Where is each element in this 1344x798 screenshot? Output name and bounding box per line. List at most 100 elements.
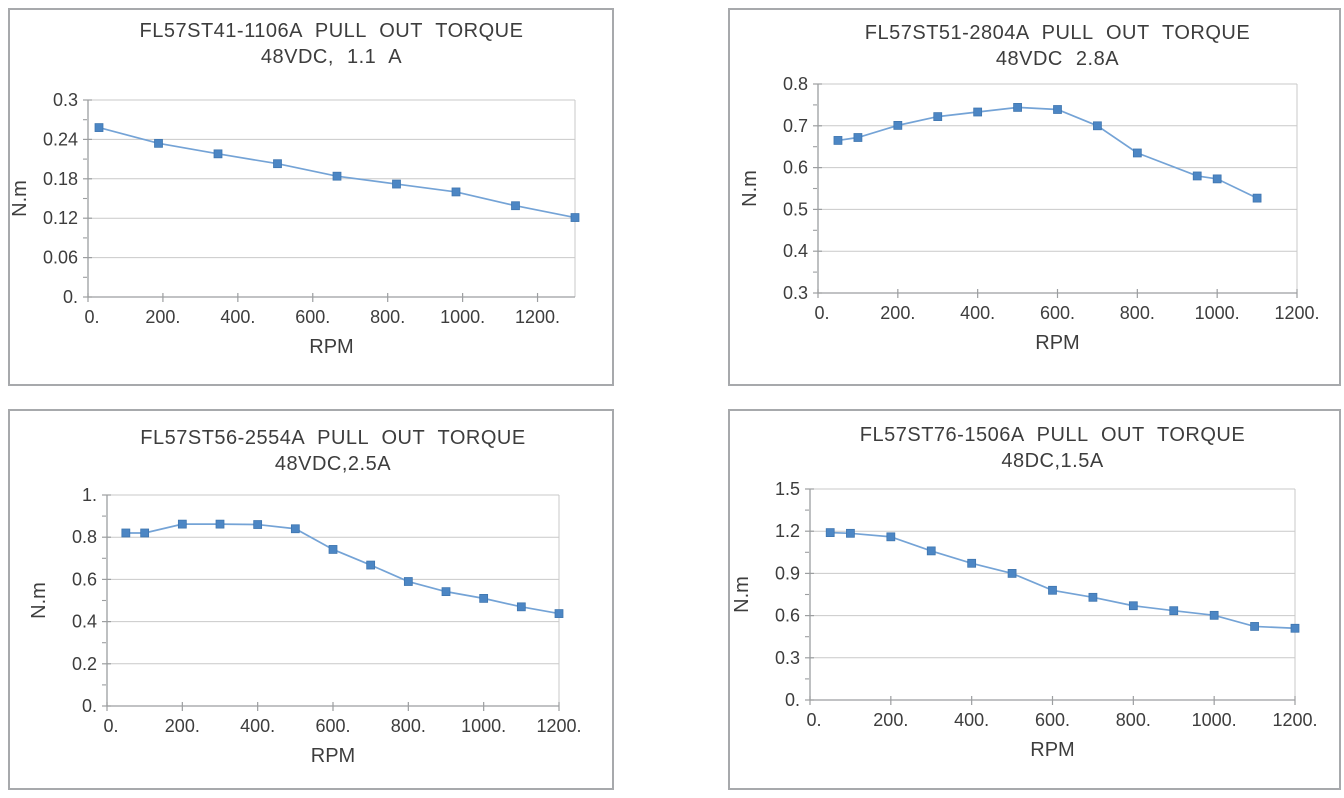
torque-series-line — [830, 531, 1296, 630]
chart-title-line1: FL57ST51-2804A PULL OUT TORQUE — [865, 22, 1250, 44]
y-tick-label: 0.3 — [783, 283, 808, 303]
data-point-marker — [328, 545, 338, 554]
data-point-marker — [893, 121, 903, 130]
y-tick-label: 0.6 — [775, 606, 800, 626]
data-point-marker — [1013, 103, 1022, 112]
chart-panel-fl57st56: 0. 200. 400. 600. 800. 1000. 1200. 0. 0.2 0.4 0.6 0… — [8, 409, 614, 790]
y-tick-label: 1.5 — [775, 479, 800, 499]
chart-fl57st51-pull-out-torque: 0. 200. 400. 600. 800. 1000. 1200. 0.3 0.4 0.5 0.6… — [739, 22, 1320, 354]
x-tick-label: 1200. — [1272, 710, 1317, 730]
x-tick-label: 1000. — [1192, 710, 1237, 730]
data-point-marker — [973, 107, 983, 117]
data-point-marker — [511, 201, 520, 211]
chart-panel-fl57st76: 0. 200. 400. 600. 800. 1000. 1200. 0. 0.3 0.6 0.9 1… — [728, 409, 1341, 790]
data-point-marker — [273, 159, 282, 169]
data-point-marker — [94, 123, 104, 132]
y-tick-label: 0.12 — [43, 208, 78, 228]
data-point-marker — [516, 602, 526, 612]
data-point-marker — [479, 594, 489, 603]
x-tick-label: 400. — [220, 307, 255, 327]
data-point-marker — [853, 133, 863, 142]
x-tick-label: 800. — [391, 716, 426, 736]
y-axis-title: N.m — [739, 170, 761, 207]
data-point-marker — [1169, 606, 1179, 616]
x-tick-label: 0. — [806, 710, 821, 730]
data-point-marker — [140, 528, 150, 538]
y-tick-label: 0. — [63, 287, 78, 307]
data-point-marker — [1128, 601, 1138, 611]
data-point-marker — [846, 528, 855, 538]
data-point-marker — [1250, 622, 1259, 631]
y-tick-label: 0.06 — [43, 248, 78, 268]
data-point-marker — [441, 587, 451, 597]
x-tick-label: 200. — [145, 307, 180, 327]
x-tick-label: 600. — [1040, 303, 1075, 323]
data-point-marker — [121, 528, 131, 538]
chart-fl57st56-pull-out-torque: 0. 200. 400. 600. 800. 1000. 1200. 0. 0.2 0.4 0.6 0… — [28, 427, 582, 767]
y-tick-label: 0.5 — [783, 199, 808, 219]
data-point-marker — [1007, 569, 1017, 578]
data-point-marker — [933, 112, 943, 121]
x-tick-label: 1200. — [515, 307, 560, 327]
y-tick-label: 0.18 — [43, 169, 78, 189]
data-point-marker — [451, 187, 461, 197]
y-tick-label: 0. — [82, 696, 97, 716]
chart-fl57st41-pull-out-torque: 0. 200. 400. 600. 800. 1000. 1200. 0. 0.06 0.12 0.… — [10, 20, 580, 358]
x-tick-label: 1000. — [1195, 303, 1240, 323]
x-tick-label: 1200. — [536, 716, 581, 736]
y-tick-label: 1. — [82, 485, 97, 505]
x-axis-title: RPM — [309, 336, 353, 358]
y-tick-label: 0.9 — [775, 563, 800, 583]
y-tick-label: 0.7 — [783, 116, 808, 136]
y-tick-label: 0.4 — [783, 241, 808, 261]
data-point-marker — [253, 520, 263, 529]
data-point-marker — [1088, 592, 1098, 602]
x-tick-label: 200. — [165, 716, 200, 736]
y-tick-label: 0.3 — [775, 648, 800, 668]
x-tick-label: 400. — [240, 716, 275, 736]
data-point-marker — [886, 532, 896, 542]
data-point-marker — [554, 609, 564, 618]
data-point-marker — [366, 560, 376, 570]
y-tick-label: 0.8 — [72, 527, 97, 547]
data-point-marker — [403, 577, 413, 586]
chart-title-line2: 48DC,1.5A — [1001, 450, 1103, 472]
data-point-marker — [1290, 623, 1300, 633]
data-point-marker — [1192, 171, 1202, 181]
data-point-marker — [392, 179, 401, 189]
x-tick-label: 1200. — [1274, 303, 1319, 323]
data-point-marker — [570, 213, 580, 222]
data-point-marker — [154, 138, 163, 148]
data-point-marker — [215, 519, 225, 529]
x-tick-label: 800. — [370, 307, 405, 327]
y-axis-title: N.m — [28, 582, 50, 619]
y-tick-label: 1.2 — [775, 521, 800, 541]
x-tick-label: 200. — [880, 303, 915, 323]
data-point-marker — [1209, 610, 1219, 620]
chart-fl57st76-pull-out-torque: 0. 200. 400. 600. 800. 1000. 1200. 0. 0.3 0.6 0.9 1… — [731, 424, 1318, 761]
data-point-marker — [213, 149, 223, 159]
data-point-marker — [1132, 148, 1142, 158]
y-tick-label: 0.4 — [72, 612, 97, 632]
x-tick-label: 800. — [1120, 303, 1155, 323]
data-point-marker — [290, 524, 300, 534]
chart-panel-fl57st41: 0. 200. 400. 600. 800. 1000. 1200. 0. 0.06 0.12 0.… — [8, 8, 614, 386]
x-tick-label: 1000. — [440, 307, 485, 327]
data-point-marker — [833, 136, 843, 145]
data-point-marker — [1093, 121, 1102, 131]
data-point-marker — [1053, 105, 1062, 114]
x-tick-label: 600. — [315, 716, 350, 736]
chart-title-line2: 48VDC,2.5A — [275, 453, 391, 475]
data-point-marker — [926, 546, 936, 556]
x-axis-title: RPM — [1030, 739, 1074, 761]
x-tick-label: 400. — [954, 710, 989, 730]
x-axis-title: RPM — [311, 745, 355, 767]
chart-title-line1: FL57ST76-1506A PULL OUT TORQUE — [860, 424, 1245, 446]
chart-title-line2: 48VDC, 1.1 A — [261, 46, 402, 68]
x-tick-label: 400. — [960, 303, 995, 323]
y-tick-label: 0.3 — [53, 90, 78, 110]
y-tick-label: 0.6 — [72, 569, 97, 589]
y-tick-label: 0.6 — [783, 158, 808, 178]
y-tick-label: 0.8 — [783, 74, 808, 94]
